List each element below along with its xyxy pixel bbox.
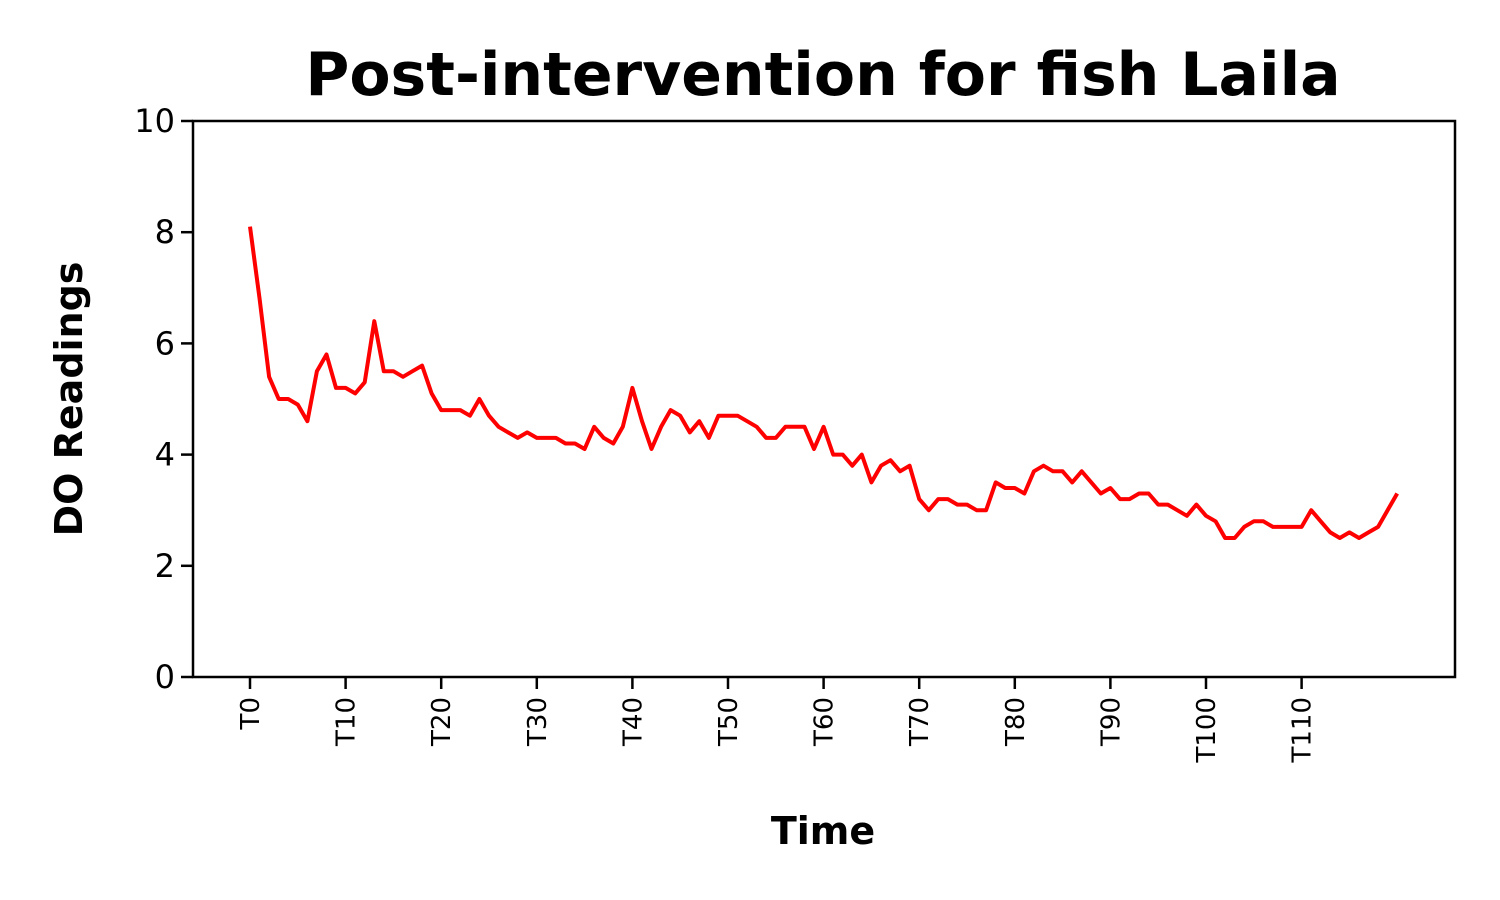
plot-frame — [191, 119, 1457, 679]
y-tick-label: 0 — [155, 658, 175, 696]
y-tick-label: 10 — [134, 102, 175, 140]
y-tick-label: 2 — [155, 547, 175, 585]
x-tick-label: T0 — [236, 697, 266, 730]
x-tick-label: T90 — [1096, 697, 1126, 747]
y-tick-label: 4 — [155, 436, 175, 474]
y-tick-label: 8 — [155, 213, 175, 251]
y-axis-label: DO Readings — [47, 262, 91, 537]
x-tick-label: T10 — [332, 697, 362, 747]
x-axis: T0 T10 T20 T30 T40 T50 T60 T70 T80 T90 T100 T110 — [236, 677, 1318, 764]
plot-area — [191, 119, 1457, 679]
x-tick-label: T30 — [523, 697, 553, 747]
x-tick-label: T110 — [1288, 697, 1318, 764]
y-tick-label: 6 — [155, 324, 175, 362]
x-axis-label: Time — [771, 809, 875, 853]
x-tick-label: T50 — [714, 697, 744, 747]
x-tick-label: T20 — [427, 697, 457, 747]
x-tick-label: T60 — [810, 697, 840, 747]
x-tick-label: T100 — [1192, 697, 1222, 764]
y-axis: 0 2 4 6 8 10 — [134, 102, 193, 696]
series-layer — [248, 226, 1399, 540]
chart-title: Post-intervention for fish Laila — [305, 40, 1340, 110]
x-tick-label: T70 — [905, 697, 935, 747]
x-tick-label: T80 — [1001, 697, 1031, 747]
x-tick-label: T40 — [618, 697, 648, 747]
